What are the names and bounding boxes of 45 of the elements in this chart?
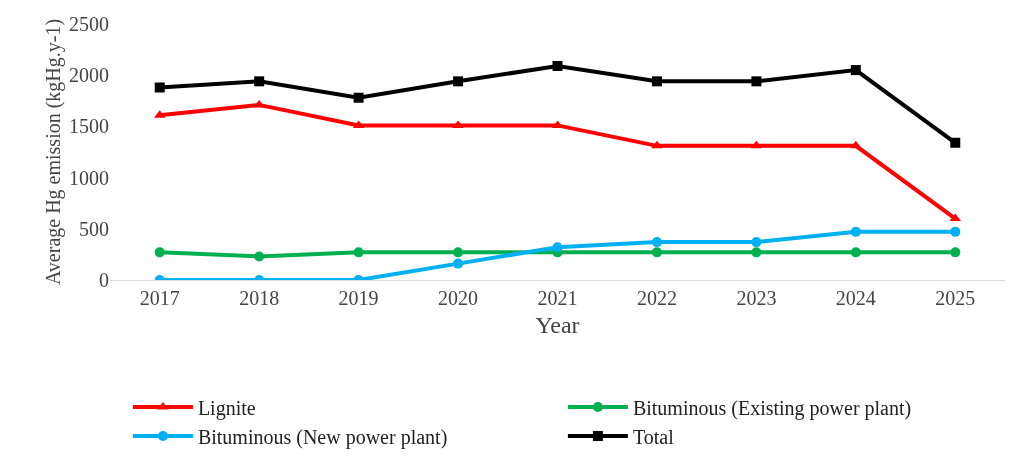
x-tick-label: 2018 <box>239 287 280 309</box>
point <box>751 237 762 248</box>
point <box>850 226 861 237</box>
point <box>651 247 662 258</box>
point <box>950 137 961 148</box>
y-tick-label: 1500 <box>69 115 109 138</box>
point <box>353 247 364 258</box>
point <box>751 76 762 87</box>
y-tick-label: 0 <box>99 269 109 291</box>
x-tick-label: 2017 <box>139 287 180 309</box>
point <box>552 60 563 71</box>
x-tick-label: 2023 <box>736 287 777 309</box>
x-tick-label: 2024 <box>835 287 876 309</box>
point <box>453 76 464 87</box>
x-tick-label: 2021 <box>537 287 578 309</box>
point <box>453 247 464 258</box>
point <box>154 82 165 93</box>
legend-label: Bituminous (Existing power plant) <box>632 396 912 420</box>
point <box>651 76 662 87</box>
point <box>950 226 961 237</box>
legend-label: Total <box>632 425 675 448</box>
point <box>751 247 762 258</box>
x-tick-label: 2020 <box>438 287 479 309</box>
x-axis-title: Year <box>535 312 580 339</box>
y-tick-label: 1000 <box>69 166 109 189</box>
point <box>950 247 961 258</box>
point <box>254 76 265 87</box>
legend-label: Lignite <box>197 396 256 420</box>
y-tick-label: 2500 <box>69 13 109 35</box>
point <box>651 237 662 248</box>
point <box>850 140 862 149</box>
legend-label: Bituminous (New power plant) <box>197 425 448 449</box>
point <box>453 258 464 269</box>
x-tick-label: 2019 <box>338 287 379 309</box>
y-tick-label: 500 <box>79 217 109 240</box>
x-tick-label: 2025 <box>935 287 976 309</box>
point <box>353 92 364 103</box>
point <box>154 247 165 258</box>
y-tick-label: 2000 <box>69 64 109 87</box>
point <box>254 251 265 262</box>
point <box>850 247 861 258</box>
point <box>850 65 861 76</box>
x-tick-label: 2022 <box>636 287 677 309</box>
point <box>552 242 563 253</box>
y-axis-title: Average Hg emission (kgHg.y-1) <box>42 18 65 286</box>
